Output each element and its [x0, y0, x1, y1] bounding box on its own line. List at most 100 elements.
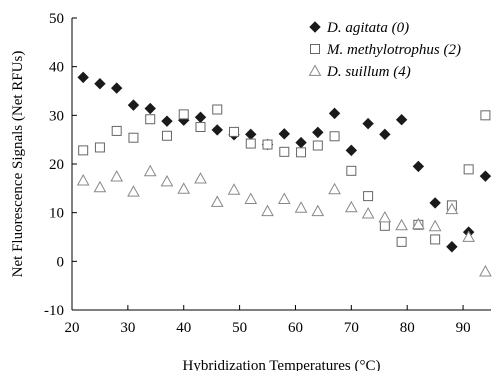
- data-point: [77, 71, 89, 84]
- x-tick-label: 70: [344, 320, 359, 336]
- data-point: [211, 124, 223, 136]
- legend-marker: [308, 64, 322, 76]
- data-point: [78, 145, 89, 156]
- legend-marker: [310, 44, 320, 54]
- data-point: [378, 211, 392, 223]
- data-point: [344, 200, 358, 213]
- data-point: [412, 160, 425, 173]
- data-point: [110, 82, 123, 94]
- data-point: [194, 111, 207, 123]
- data-point: [430, 234, 441, 245]
- data-point: [480, 110, 491, 121]
- y-tick-label: 0: [57, 254, 65, 270]
- tick-labels: -10 0 10 20 30 40 50 20 30 40 50 60 70 80 90: [44, 11, 471, 336]
- data-point: [395, 218, 408, 231]
- data-point: [346, 165, 357, 176]
- legend-label: D. suillum (4): [326, 64, 411, 80]
- axes: [71, 18, 491, 311]
- series-2: [76, 164, 492, 277]
- data-point: [446, 241, 458, 253]
- x-tick-label: 60: [288, 320, 303, 336]
- data-point: [479, 265, 492, 277]
- data-point: [212, 104, 223, 115]
- x-tick-label: 20: [65, 320, 80, 336]
- data-point: [328, 107, 341, 120]
- y-tick-label: 30: [49, 108, 64, 124]
- data-point: [127, 99, 140, 111]
- data-point: [195, 122, 206, 133]
- data-point: [161, 115, 173, 127]
- data-point: [295, 136, 307, 149]
- data-point: [294, 201, 308, 213]
- data-point: [429, 197, 441, 209]
- data-points: [76, 71, 492, 277]
- data-point: [210, 195, 224, 207]
- data-point: [262, 139, 273, 150]
- legend-label: M. methylotrophus (2): [326, 42, 461, 58]
- data-point: [277, 192, 291, 204]
- data-point: [94, 77, 106, 90]
- x-tick-label: 40: [176, 320, 191, 336]
- data-point: [396, 236, 407, 247]
- data-point: [362, 117, 374, 130]
- data-point: [127, 185, 140, 197]
- y-tick-label: 20: [49, 157, 64, 173]
- data-point: [428, 219, 442, 232]
- y-tick-label: 50: [49, 11, 64, 27]
- data-point: [145, 114, 156, 125]
- legend-marker: [309, 21, 321, 33]
- data-point: [93, 180, 107, 193]
- data-point: [445, 202, 459, 215]
- data-point: [245, 138, 256, 149]
- data-point: [462, 230, 476, 242]
- data-point: [194, 172, 207, 184]
- data-point: [244, 192, 258, 204]
- series-1: [78, 104, 491, 247]
- y-axis-title: Net Fluorescence Signals (Net RFUs): [10, 51, 26, 278]
- ticks: [71, 17, 464, 311]
- data-point: [361, 207, 375, 219]
- y-tick-label: 40: [49, 60, 64, 76]
- data-point: [312, 140, 323, 151]
- data-point: [229, 126, 240, 137]
- x-axis-title: Hybridization Temperatures (°C): [183, 358, 381, 371]
- data-point: [76, 174, 90, 186]
- x-tick-label: 50: [232, 320, 247, 336]
- data-point: [261, 204, 274, 217]
- data-point: [379, 128, 391, 141]
- x-tick-label: 80: [400, 320, 415, 336]
- data-point: [463, 164, 474, 175]
- data-point: [296, 147, 307, 158]
- data-point: [363, 191, 374, 202]
- data-point: [144, 102, 156, 115]
- data-point: [395, 114, 408, 126]
- data-point: [412, 217, 425, 230]
- data-point: [94, 142, 105, 153]
- data-point: [111, 125, 122, 136]
- data-point: [128, 132, 139, 143]
- y-tick-label: -10: [44, 303, 64, 319]
- data-point: [279, 146, 290, 157]
- data-point: [278, 128, 291, 140]
- data-point: [312, 126, 324, 139]
- legend: D. agitata (0) M. methylotrophus (2) D. su…: [308, 20, 461, 80]
- data-point: [160, 174, 174, 187]
- data-point: [379, 220, 390, 231]
- data-point: [110, 170, 124, 182]
- data-point: [329, 131, 340, 142]
- data-point: [245, 128, 257, 141]
- series-0: [77, 71, 492, 253]
- x-tick-label: 90: [456, 320, 471, 336]
- legend-label: D. agitata (0): [326, 20, 409, 36]
- data-point: [479, 170, 492, 182]
- data-point: [177, 182, 191, 194]
- data-point: [311, 204, 325, 217]
- data-point: [227, 183, 241, 195]
- data-point: [345, 144, 358, 157]
- x-tick-label: 30: [120, 320, 135, 336]
- data-point: [178, 109, 189, 120]
- y-tick-label: 10: [49, 206, 64, 222]
- data-point: [161, 130, 172, 141]
- data-point: [143, 164, 157, 177]
